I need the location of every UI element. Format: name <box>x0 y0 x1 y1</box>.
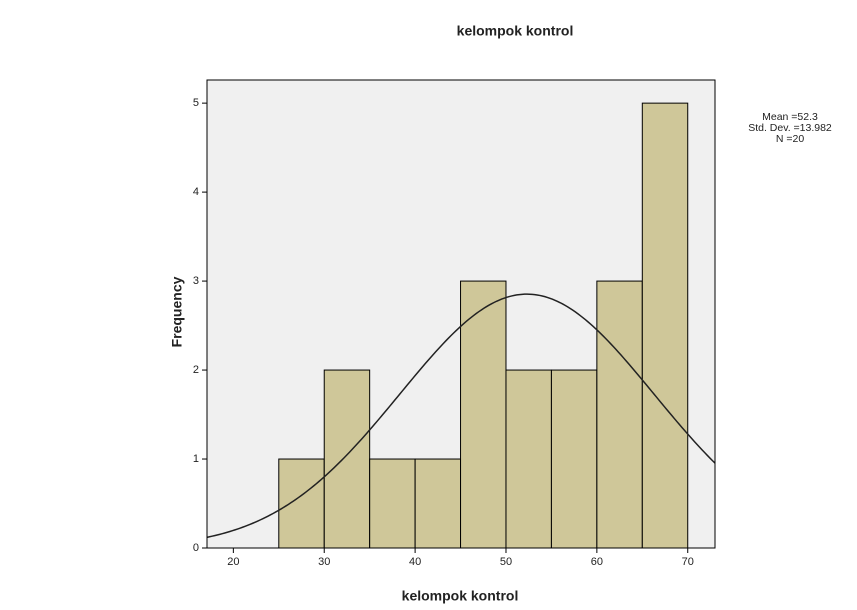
bar <box>505 369 552 549</box>
bar <box>596 280 643 549</box>
y-tick-label: 0 <box>193 542 199 554</box>
x-tick-label: 30 <box>318 556 330 568</box>
bar <box>641 102 689 549</box>
x-tick-label: 50 <box>500 556 512 568</box>
chart-title: kelompok kontrol <box>457 23 574 39</box>
bar <box>414 458 462 549</box>
bar <box>369 458 416 549</box>
x-tick-label: 60 <box>591 556 603 568</box>
plot-border <box>206 79 716 549</box>
x-tick-label: 20 <box>227 556 239 568</box>
y-tick-label: 4 <box>193 186 199 198</box>
bar <box>278 458 325 549</box>
bar <box>550 369 598 549</box>
x-axis-label: kelompok kontrol <box>402 588 519 604</box>
y-axis-label: Frequency <box>169 276 185 347</box>
y-tick-label: 2 <box>193 364 199 376</box>
normal-curve <box>206 293 716 539</box>
stat-label: N =20 <box>776 133 804 145</box>
y-tick-label: 3 <box>193 275 199 287</box>
x-tick-label: 70 <box>682 556 694 568</box>
y-tick-label: 1 <box>193 453 199 465</box>
y-tick-label: 5 <box>193 97 199 109</box>
stat-label: Std. Dev. =13.982 <box>748 122 832 134</box>
bar <box>323 369 371 549</box>
stat-label: Mean =52.3 <box>762 111 818 123</box>
x-tick-label: 40 <box>409 556 421 568</box>
